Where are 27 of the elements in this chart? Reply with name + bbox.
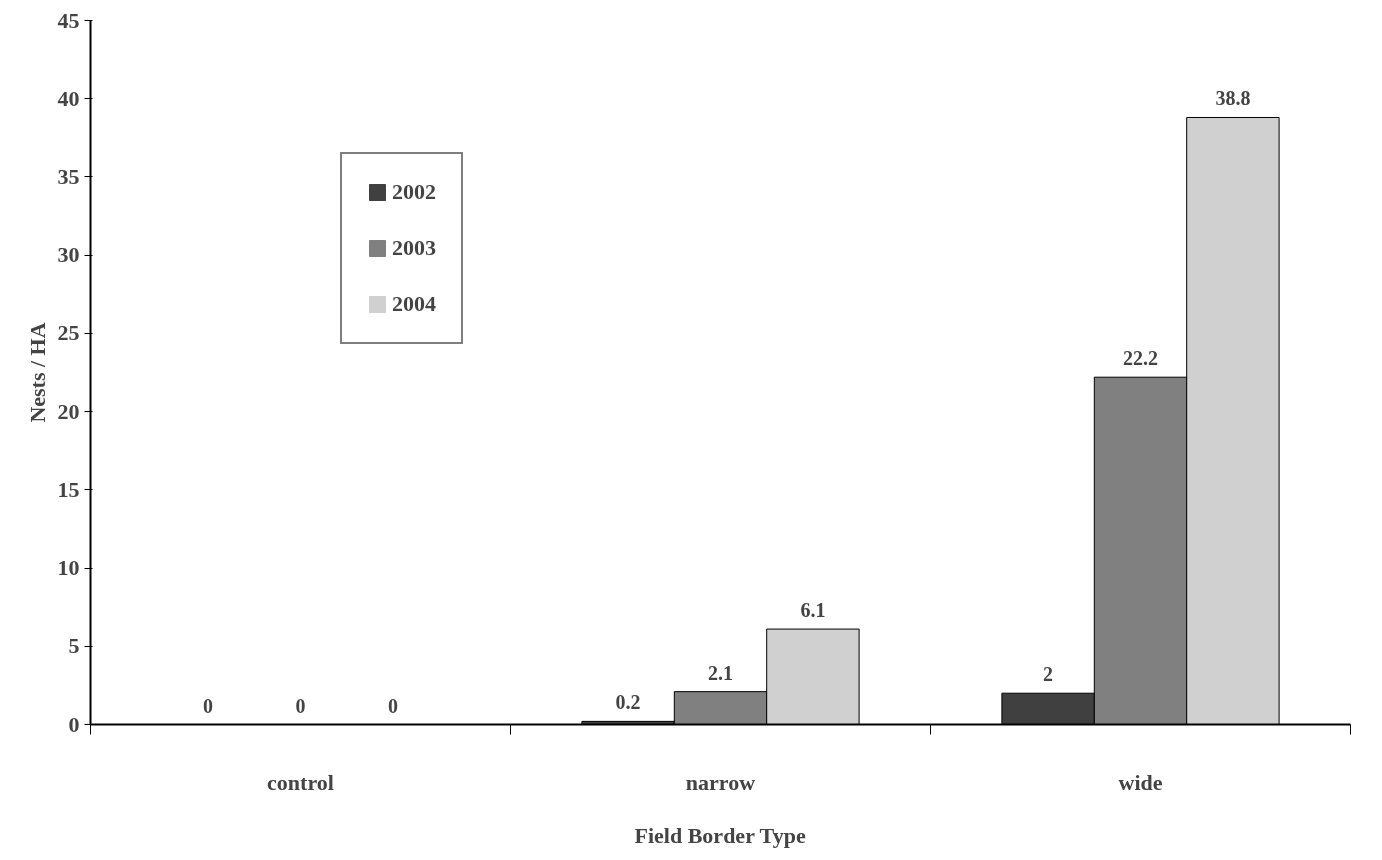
data-label: 0 [295,694,306,717]
data-label: 2 [1043,663,1054,686]
y-axis-title: Nests / HA [24,322,50,423]
y-tick-label: 10 [57,555,80,581]
legend-label: 2002 [392,179,436,205]
y-tick-label: 5 [68,633,80,659]
y-tick-label: 15 [57,476,80,502]
data-label: 0 [387,694,398,717]
data-label: 38.8 [1215,87,1251,110]
data-label: 2.1 [708,661,733,684]
data-label: 0.2 [615,691,641,714]
y-tick-label: 35 [57,163,80,189]
y-tick-label: 20 [57,398,80,424]
legend-label: 2004 [392,291,436,317]
y-tick-label: 25 [57,320,80,346]
x-tick-label: narrow [685,769,756,795]
y-tick-label: 40 [57,85,80,111]
legend-label: 2003 [392,235,436,261]
x-tick-label: control [267,769,334,795]
y-tick-label: 30 [57,242,80,268]
data-label: 22.2 [1123,347,1158,370]
x-tick-label: wide [1118,769,1163,795]
x-axis-title: Field Border Type [634,822,806,848]
data-label: 0 [203,694,214,717]
data-label: 6.1 [800,599,826,622]
y-tick-label: 0 [68,711,80,737]
y-tick-label: 45 [57,7,80,33]
